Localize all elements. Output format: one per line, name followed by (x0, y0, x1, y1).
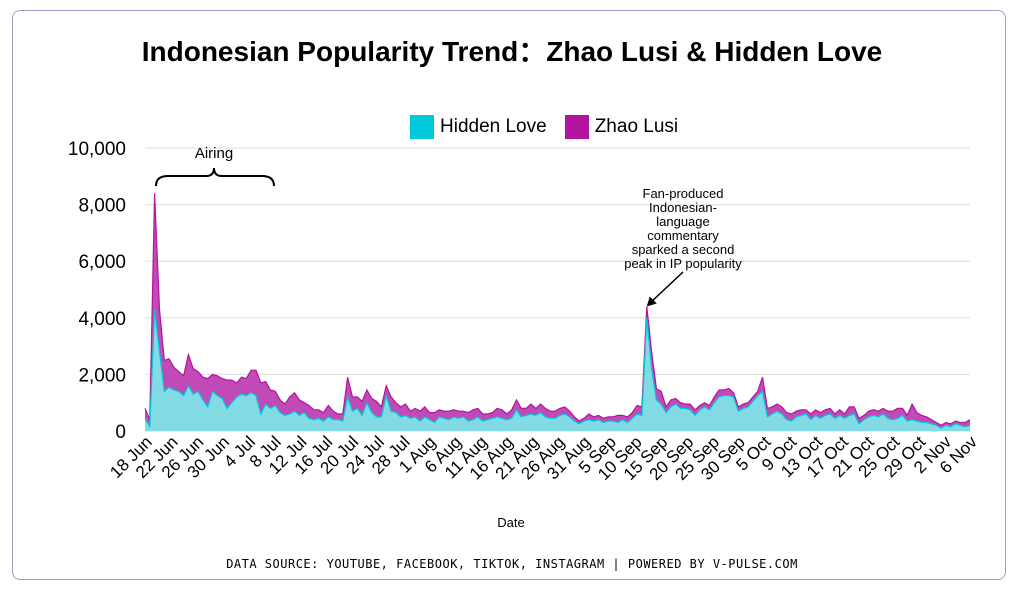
chart-card (12, 10, 1006, 580)
legend-label-hidden-love: Hidden Love (440, 116, 547, 137)
annotation-text-line: commentary (647, 228, 719, 243)
data-source-footer: DATA SOURCE: YOUTUBE, FACEBOOK, TIKTOK, … (226, 557, 798, 571)
y-tick-label: 2,000 (78, 365, 126, 386)
annotation-text-line: language (656, 214, 710, 229)
annotation-text: Fan-produced Indonesian-language commentar… (624, 186, 742, 271)
series-line-hidden-love (144, 309, 971, 429)
legend-label-zhao-lusi: Zhao Lusi (594, 116, 679, 137)
legend-item-zhao-lusi: Zhao Lusi (564, 115, 679, 139)
annotation-text-line: Fan-produced (643, 186, 724, 201)
y-tick-label: 10,000 (68, 139, 126, 160)
y-tick-label: 4,000 (78, 309, 126, 330)
plot-area (144, 193, 971, 431)
y-tick-label: 6,000 (78, 252, 126, 273)
annotation-arrow-line (652, 271, 684, 302)
series-area-zhao-lusi (145, 193, 970, 429)
annotation-text-line: sparked a second (632, 242, 735, 257)
annotation-text-line: Indonesian- (649, 200, 717, 215)
legend-swatch-zhao-lusi (564, 115, 589, 139)
y-tick-label: 0 (115, 422, 126, 443)
annotation-text-line: peak in IP popularity (624, 256, 742, 271)
airing-brace (155, 167, 275, 187)
annotations: Airing Fan-produced Indonesian-language com… (155, 145, 742, 307)
legend-swatch-hidden-love (410, 115, 434, 139)
airing-label: Airing (195, 145, 233, 162)
series-line-zhao-lusi (144, 193, 971, 426)
legend: Hidden Love Zhao Lusi (410, 115, 678, 139)
chart-title: Indonesian Popularity Trend：Zhao Lusi & … (141, 36, 883, 67)
annotation-arrow-head (646, 296, 657, 307)
legend-item-hidden-love: Hidden Love (410, 115, 547, 139)
y-tick-label: 8,000 (78, 196, 126, 217)
y-axis: 0 2,000 4,000 6,000 8,000 10,000 (68, 139, 126, 443)
x-axis-label: Date (497, 515, 524, 530)
